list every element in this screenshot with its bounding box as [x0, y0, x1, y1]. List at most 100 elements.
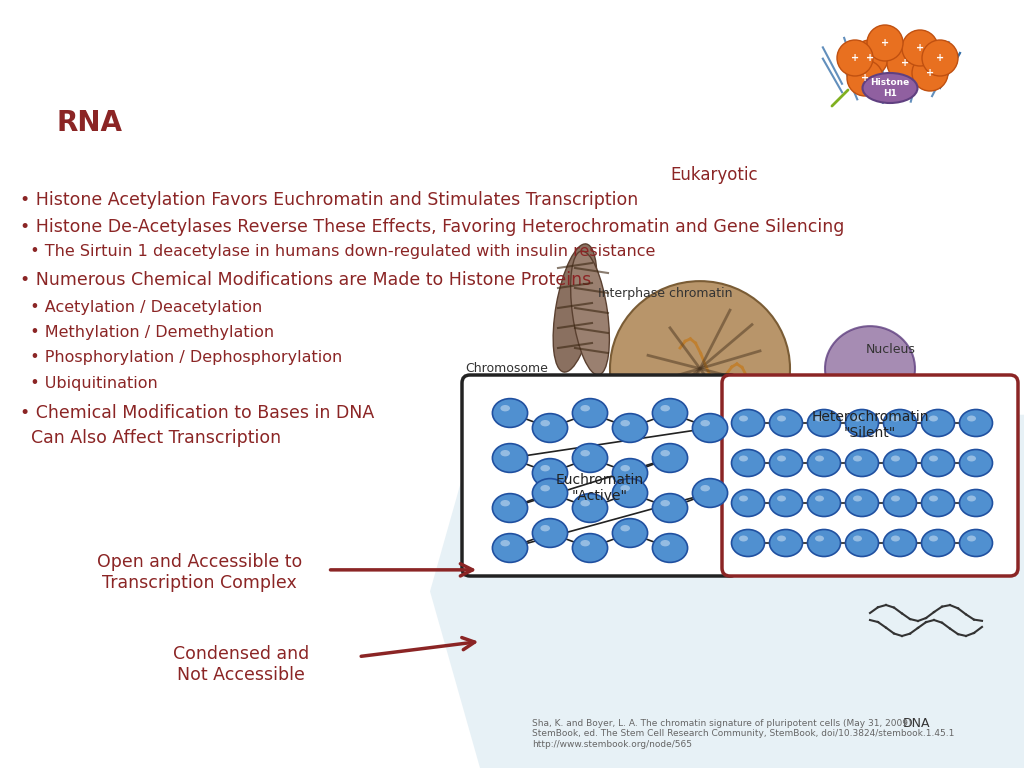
Text: +: + — [901, 58, 909, 68]
Ellipse shape — [769, 449, 803, 476]
Ellipse shape — [891, 455, 900, 462]
Ellipse shape — [612, 518, 647, 548]
Ellipse shape — [572, 494, 607, 522]
Ellipse shape — [731, 449, 765, 476]
Ellipse shape — [959, 529, 992, 557]
FancyBboxPatch shape — [462, 375, 738, 576]
Ellipse shape — [846, 449, 879, 476]
Circle shape — [867, 25, 903, 61]
Ellipse shape — [731, 529, 765, 557]
Ellipse shape — [739, 455, 748, 462]
Ellipse shape — [853, 415, 862, 422]
Text: +: + — [936, 53, 944, 63]
Ellipse shape — [739, 415, 748, 422]
Ellipse shape — [808, 489, 841, 517]
Ellipse shape — [660, 540, 670, 546]
Ellipse shape — [621, 465, 630, 472]
Ellipse shape — [493, 534, 527, 562]
Ellipse shape — [853, 455, 862, 462]
Ellipse shape — [581, 450, 590, 456]
Ellipse shape — [967, 415, 976, 422]
Ellipse shape — [731, 409, 765, 436]
Ellipse shape — [777, 455, 786, 462]
Ellipse shape — [532, 518, 567, 548]
Circle shape — [837, 40, 873, 76]
Ellipse shape — [769, 489, 803, 517]
Ellipse shape — [959, 449, 992, 476]
Text: Condensed and
Not Accessible: Condensed and Not Accessible — [172, 645, 309, 684]
Text: • Methylation / Demethylation: • Methylation / Demethylation — [20, 325, 274, 340]
Ellipse shape — [493, 399, 527, 428]
Ellipse shape — [610, 281, 790, 456]
Ellipse shape — [541, 420, 550, 426]
Ellipse shape — [541, 485, 550, 492]
Ellipse shape — [660, 405, 670, 412]
Ellipse shape — [825, 326, 915, 411]
Ellipse shape — [581, 500, 590, 506]
Circle shape — [922, 40, 958, 76]
Text: Sha, K. and Boyer, L. A. The chromatin signature of pluripotent cells (May 31, 2: Sha, K. and Boyer, L. A. The chromatin s… — [532, 719, 954, 749]
Ellipse shape — [532, 414, 567, 442]
Ellipse shape — [700, 485, 710, 492]
Text: RNA: RNA — [56, 109, 122, 137]
Ellipse shape — [815, 495, 824, 502]
Ellipse shape — [692, 478, 728, 508]
Ellipse shape — [929, 535, 938, 541]
Ellipse shape — [572, 444, 607, 472]
Ellipse shape — [884, 409, 916, 436]
Ellipse shape — [853, 535, 862, 541]
Ellipse shape — [891, 495, 900, 502]
Ellipse shape — [621, 525, 630, 531]
Ellipse shape — [891, 415, 900, 422]
Ellipse shape — [815, 535, 824, 541]
Ellipse shape — [660, 450, 670, 456]
Ellipse shape — [884, 529, 916, 557]
Text: Euchromatin
"Active": Euchromatin "Active" — [556, 473, 644, 503]
Text: • The Sirtuin 1 deacetylase in humans down-regulated with insulin resistance: • The Sirtuin 1 deacetylase in humans do… — [20, 244, 655, 260]
Ellipse shape — [581, 405, 590, 412]
Circle shape — [887, 45, 923, 81]
Text: • Phosphorylation / Dephosphorylation: • Phosphorylation / Dephosphorylation — [20, 350, 343, 366]
Ellipse shape — [769, 409, 803, 436]
Text: Interphase chromatin: Interphase chromatin — [598, 287, 733, 300]
Ellipse shape — [660, 500, 670, 506]
Ellipse shape — [731, 489, 765, 517]
Ellipse shape — [652, 534, 687, 562]
Circle shape — [912, 55, 948, 91]
Ellipse shape — [922, 529, 954, 557]
Ellipse shape — [959, 489, 992, 517]
Text: +: + — [881, 38, 889, 48]
Ellipse shape — [501, 540, 510, 546]
Ellipse shape — [929, 415, 938, 422]
Text: +: + — [926, 68, 934, 78]
Ellipse shape — [572, 534, 607, 562]
Text: • Numerous Chemical Modifications are Made to Histone Proteins: • Numerous Chemical Modifications are Ma… — [20, 271, 592, 290]
Ellipse shape — [808, 409, 841, 436]
Ellipse shape — [959, 409, 992, 436]
Ellipse shape — [922, 409, 954, 436]
Text: • Histone Acetylation Favors Euchromatin and Stimulates Transcription: • Histone Acetylation Favors Euchromatin… — [20, 190, 639, 209]
Text: • Acetylation / Deacetylation: • Acetylation / Deacetylation — [20, 300, 263, 315]
Ellipse shape — [922, 449, 954, 476]
Text: Eukaryotic: Eukaryotic — [671, 166, 759, 184]
Ellipse shape — [777, 415, 786, 422]
Ellipse shape — [493, 494, 527, 522]
Ellipse shape — [769, 529, 803, 557]
Ellipse shape — [815, 455, 824, 462]
Ellipse shape — [815, 415, 824, 422]
Ellipse shape — [581, 540, 590, 546]
Ellipse shape — [853, 495, 862, 502]
Ellipse shape — [553, 244, 597, 372]
Ellipse shape — [612, 414, 647, 442]
Ellipse shape — [652, 494, 687, 522]
Ellipse shape — [541, 525, 550, 531]
Ellipse shape — [891, 535, 900, 541]
Ellipse shape — [846, 529, 879, 557]
Ellipse shape — [570, 251, 609, 375]
Ellipse shape — [501, 405, 510, 412]
Ellipse shape — [929, 455, 938, 462]
Ellipse shape — [967, 535, 976, 541]
Ellipse shape — [652, 399, 687, 428]
FancyBboxPatch shape — [722, 375, 1018, 576]
Ellipse shape — [777, 495, 786, 502]
